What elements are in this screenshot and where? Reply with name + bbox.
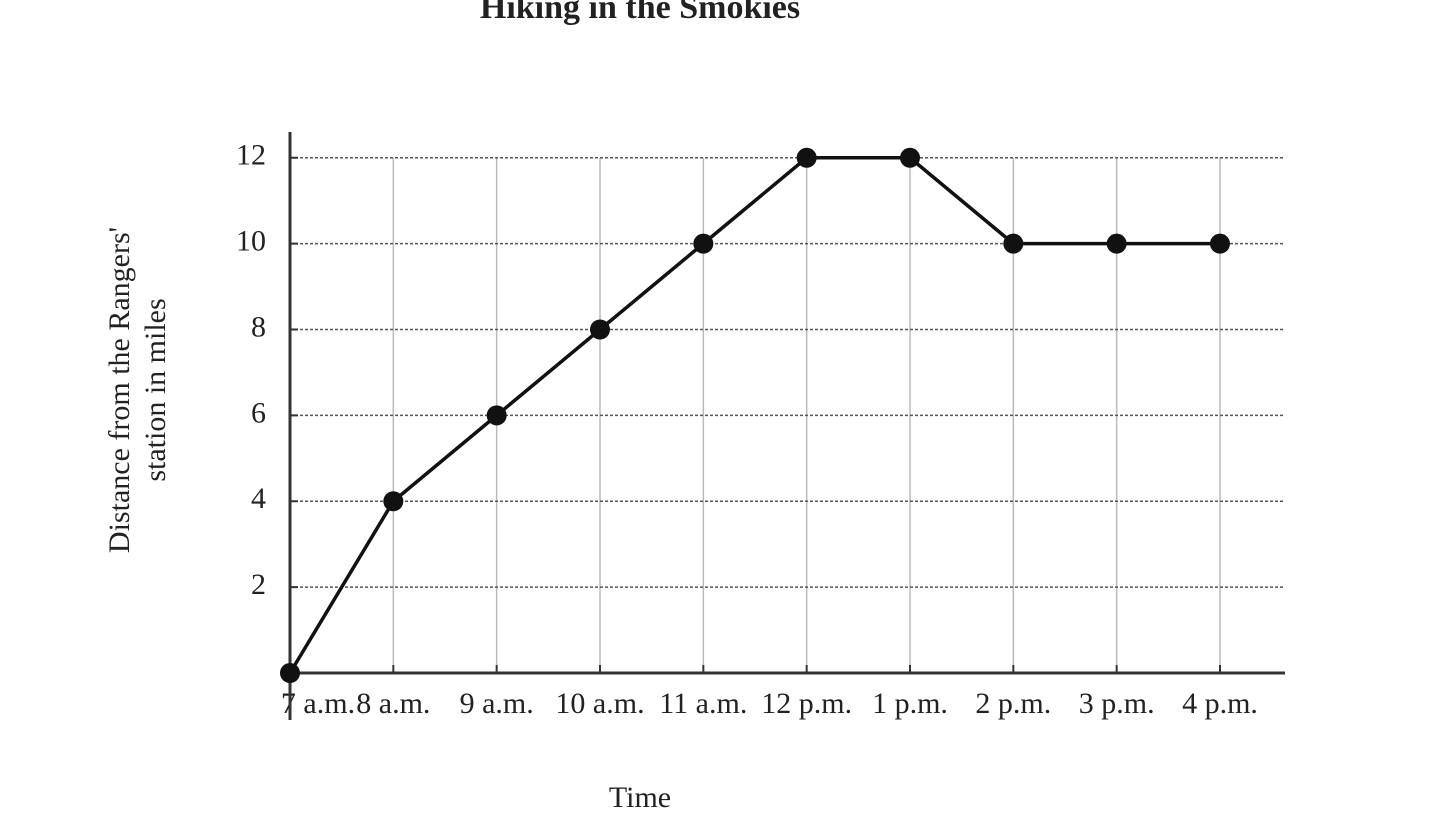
x-tick-label: 8 a.m. [356,687,430,720]
data-point [383,491,404,512]
data-line [288,156,1220,674]
y-axis-label-line: station in miles [139,298,172,481]
x-tick-label: 7 a.m. [281,687,355,720]
x-tick-label: 11 a.m. [659,687,747,720]
data-point [693,233,714,254]
y-tick-label: 10 [236,225,266,258]
data-point [1210,233,1230,254]
y-tick-label: 12 [236,139,266,172]
data-point [900,147,920,168]
y-tick-label: 6 [251,396,266,429]
data-point [486,405,507,426]
data-point [1003,233,1024,254]
chart-title: Hiking in the Smokies [480,0,800,26]
data-point [280,663,300,683]
x-tick-label: 9 a.m. [460,687,534,720]
x-tick-label: 1 p.m. [872,687,948,720]
y-tick-label: 4 [251,482,266,515]
y-axis-label-line: Distance from the Rangers' [103,227,136,553]
y-tick-label: 2 [251,568,266,601]
x-axis-label: Time [609,781,671,814]
x-tick-label: 12 p.m. [761,687,852,720]
data-point [1106,233,1127,254]
data-point [590,319,610,340]
x-tick-label: 4 p.m. [1182,687,1258,720]
y-axis-label: Distance from the Rangers' station in mi… [103,227,172,553]
y-tick-label: 8 [251,310,266,343]
x-tick-label: 3 p.m. [1079,687,1155,720]
data-point [796,147,817,168]
x-tick-label: 10 a.m. [555,687,644,720]
x-tick-label: 2 p.m. [975,687,1051,720]
